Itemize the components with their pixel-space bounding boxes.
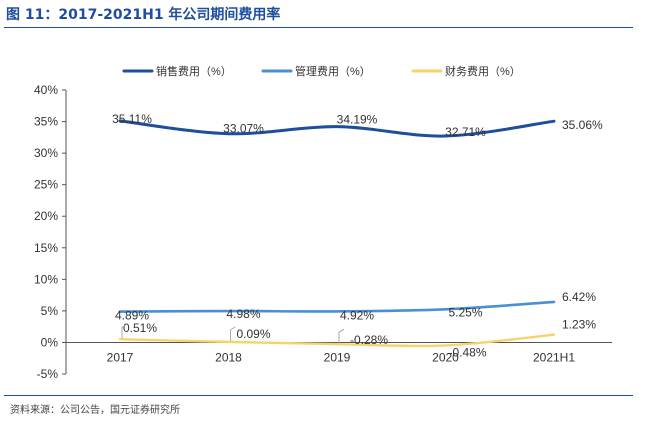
y-tick-label: 40% [34, 83, 58, 97]
y-tick-label: 35% [34, 115, 58, 129]
data-label: 32.71% [445, 125, 486, 139]
legend-label: 财务费用（%） [445, 64, 521, 78]
y-tick-label: 20% [34, 209, 58, 223]
series-line-3 [118, 333, 556, 348]
y-tick-label: 5% [41, 304, 59, 318]
data-label: 4.89% [115, 309, 149, 323]
line-chart: -5% 0% 5% 10% 15% 20% 25% 30% 35% 40% 2017 2018 2019… [34, 64, 612, 381]
data-label: 5.25% [448, 305, 482, 319]
figure-title: 图 11：2017-2021H1 年公司期间费用率 [6, 7, 281, 23]
source-rule [4, 395, 633, 396]
legend-label: 管理费用（%） [295, 64, 371, 78]
title-rule [4, 27, 633, 28]
data-label: 0.09% [236, 327, 270, 341]
y-tick-label: 0% [41, 335, 59, 349]
y-tick-label: 10% [34, 272, 58, 286]
x-tick-label: 2018 [215, 350, 242, 364]
series-line-1 [118, 119, 556, 138]
y-tick-label: 15% [34, 241, 58, 255]
x-tick-label: 2019 [324, 350, 351, 364]
y-tick-label: 30% [34, 146, 58, 160]
data-label: -0.48% [448, 345, 486, 359]
data-label: 4.92% [340, 308, 374, 322]
x-tick-label: 2020 [432, 350, 459, 364]
data-label: 35.11% [112, 112, 152, 126]
data-label: 35.06% [562, 118, 603, 132]
callout-line [121, 323, 128, 339]
y-tick-label: -5% [37, 367, 59, 381]
data-label: 34.19% [337, 113, 378, 127]
data-label: 1.23% [562, 318, 596, 332]
data-label: 0.51% [123, 321, 157, 335]
callout-line [338, 328, 345, 344]
legend-label: 销售费用（%） [156, 64, 232, 78]
x-tick-label: 2017 [107, 350, 134, 364]
callout-line [230, 326, 236, 341]
data-label: 4.98% [226, 307, 260, 321]
data-label: 6.42% [562, 290, 596, 304]
source-note: 资料来源：公司公告，国元证券研究所 [10, 405, 180, 416]
x-tick-label: 2021H1 [533, 350, 575, 364]
data-label: -0.28% [350, 333, 388, 347]
y-tick-label: 25% [34, 178, 58, 192]
data-label: 33.07% [223, 122, 264, 136]
series-line-2 [118, 300, 556, 313]
